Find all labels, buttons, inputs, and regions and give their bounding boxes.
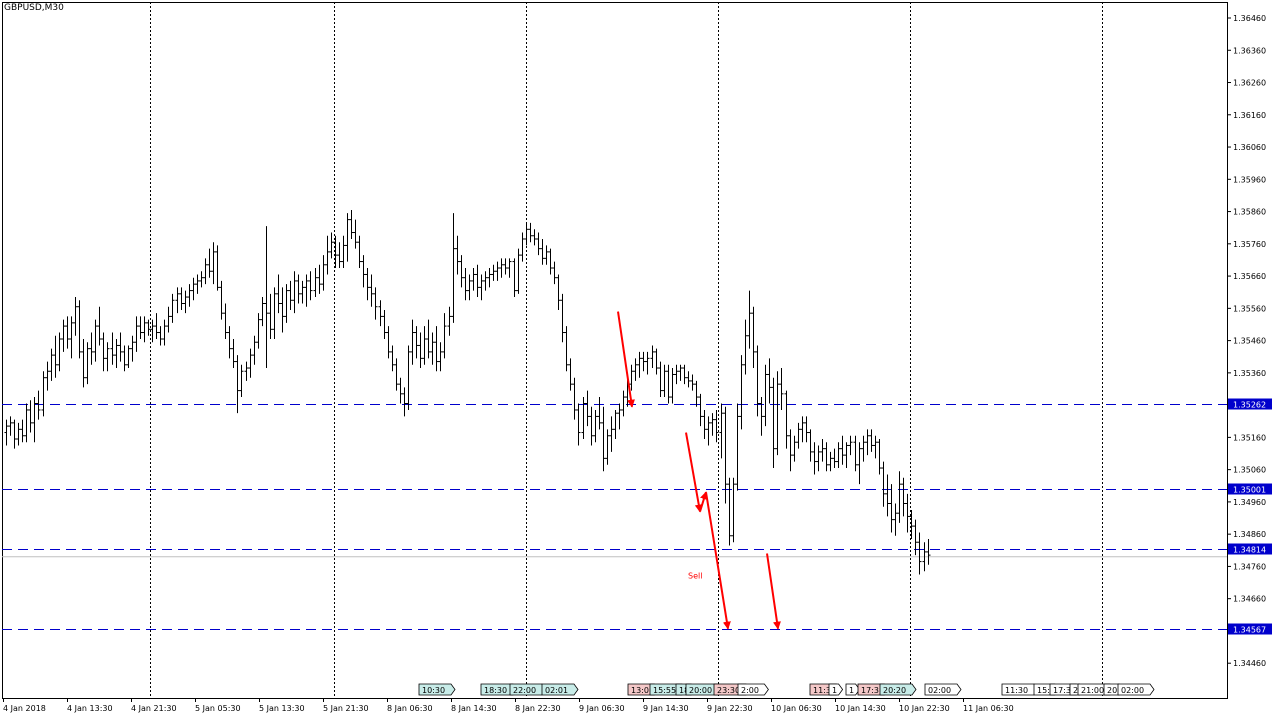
ohlc-series (4, 209, 931, 575)
event-marker (828, 683, 844, 696)
event-label: 02:01 (545, 686, 568, 695)
x-tick-label: 9 Jan 06:30 (579, 704, 625, 713)
y-tick-label: 1.35460 (1233, 337, 1266, 346)
signal-arrow (699, 491, 708, 512)
event-label: 18 (679, 686, 689, 695)
event-label: 02:00 (928, 686, 951, 695)
level-tag-label: 1.35262 (1233, 401, 1266, 410)
event-marker (924, 683, 962, 696)
symbol-title: GBPUSD,M30 (4, 3, 64, 13)
signal-arrow (766, 553, 781, 630)
level-tag (1228, 483, 1272, 495)
y-tick-label: 1.36360 (1233, 46, 1266, 55)
y-tick-label: 1.35360 (1233, 369, 1266, 378)
y-tick-label: 1.34960 (1233, 498, 1266, 507)
y-tick-label: 1.36260 (1233, 79, 1266, 88)
event-label: 17:3 (861, 686, 879, 695)
x-tick-label: 8 Jan 14:30 (451, 704, 497, 713)
sell-annotation: Sell (688, 571, 702, 580)
event-label: 20:20 (883, 686, 906, 695)
event-label: 11:3 (813, 686, 831, 695)
x-tick-label: 10 Jan 22:30 (899, 704, 950, 713)
x-tick-label: 4 Jan 13:30 (67, 704, 113, 713)
level-tag (1228, 623, 1272, 635)
y-tick-label: 1.35660 (1233, 272, 1266, 281)
level-tag (1228, 543, 1272, 555)
x-tick-label: 9 Jan 22:30 (707, 704, 753, 713)
y-tick-label: 1.36460 (1233, 14, 1266, 23)
event-label: 11:30 (1005, 686, 1028, 695)
plot-frame (2, 2, 1228, 699)
event-label: 10:30 (422, 686, 445, 695)
event-label: 20 (1107, 686, 1117, 695)
event-marker (1117, 683, 1155, 696)
level-tag-label: 1.34567 (1233, 626, 1266, 635)
event-label: 02:00 (1121, 686, 1144, 695)
y-tick-label: 1.34760 (1233, 562, 1266, 571)
x-tick-label: 8 Jan 06:30 (387, 704, 433, 713)
event-label: 17:3 (1053, 686, 1071, 695)
y-tick-label: 1.34660 (1233, 595, 1266, 604)
event-label: 2:00 (741, 686, 759, 695)
event-label: 13:0 (631, 686, 649, 695)
event-label: 21:00 (1081, 686, 1104, 695)
x-tick-label: 8 Jan 22:30 (515, 704, 561, 713)
y-tick-label: 1.35760 (1233, 240, 1266, 249)
level-tag-label: 1.35001 (1233, 486, 1266, 495)
signal-arrow (617, 311, 635, 408)
event-label: 1 (849, 686, 854, 695)
y-tick-label: 1.35060 (1233, 466, 1266, 475)
event-label: 15: (1037, 686, 1050, 695)
y-tick-label: 1.34460 (1233, 659, 1266, 668)
event-label: 1 (832, 686, 837, 695)
event-label: 2 (1073, 686, 1078, 695)
level-tag (1228, 398, 1272, 410)
x-tick-label: 4 Jan 2018 (3, 704, 46, 713)
y-tick-label: 1.36060 (1233, 143, 1266, 152)
event-marker (879, 683, 917, 696)
y-tick-label: 1.35560 (1233, 304, 1266, 313)
signal-arrow (705, 492, 731, 630)
event-marker (737, 683, 769, 696)
x-tick-label: 10 Jan 14:30 (835, 704, 886, 713)
y-tick-label: 1.35160 (1233, 433, 1266, 442)
event-label: 22:00 (513, 686, 536, 695)
y-tick-label: 1.35860 (1233, 208, 1266, 217)
x-tick-label: 5 Jan 05:30 (195, 704, 241, 713)
event-label: 20:00 (689, 686, 712, 695)
x-tick-label: 10 Jan 06:30 (771, 704, 822, 713)
x-tick-label: 9 Jan 14:30 (643, 704, 689, 713)
x-tick-label: 5 Jan 13:30 (259, 704, 305, 713)
event-marker (541, 683, 579, 696)
level-tag-label: 1.34814 (1233, 546, 1266, 555)
x-tick-label: 11 Jan 06:30 (963, 704, 1014, 713)
x-tick-label: 5 Jan 21:30 (323, 704, 369, 713)
signal-arrow (685, 432, 703, 513)
event-label: 23:30 (717, 686, 740, 695)
y-tick-label: 1.34860 (1233, 530, 1266, 539)
event-label: 18:30 (484, 686, 507, 695)
event-label: 15:55 (653, 686, 676, 695)
event-marker (418, 683, 456, 696)
x-tick-label: 4 Jan 21:30 (131, 704, 177, 713)
y-tick-label: 1.36160 (1233, 111, 1266, 120)
y-tick-label: 1.35960 (1233, 175, 1266, 184)
